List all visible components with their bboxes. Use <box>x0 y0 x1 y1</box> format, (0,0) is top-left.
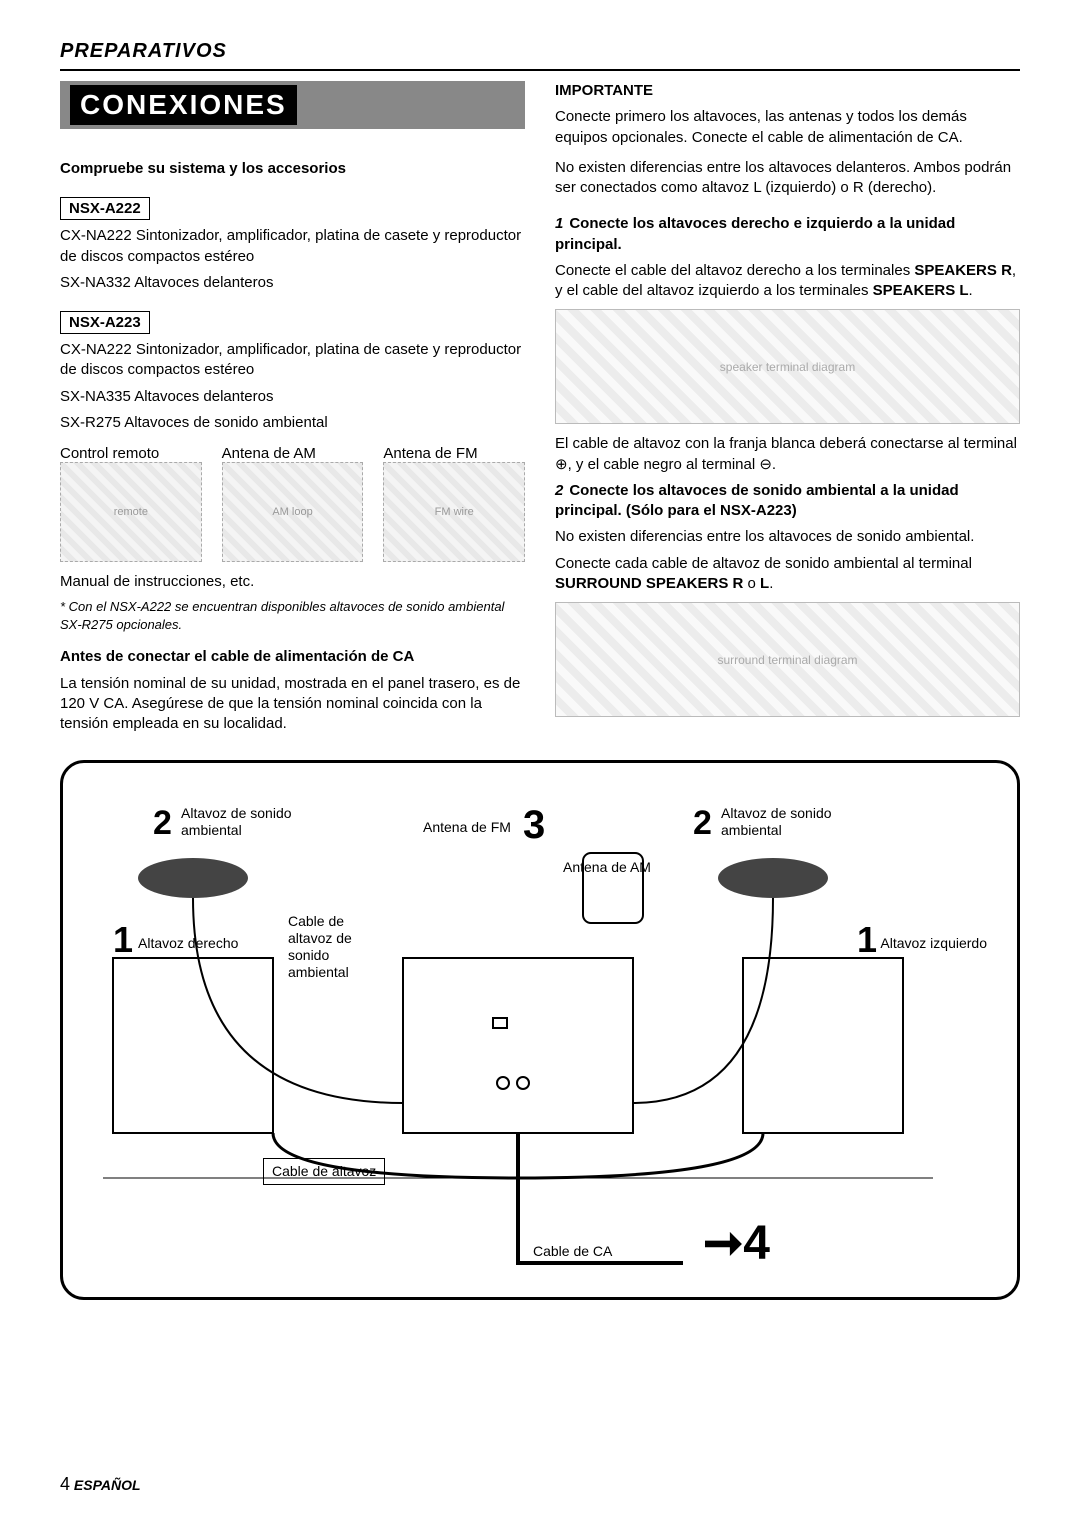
diag-surround-cable-label: Cable de altavoz de sonido ambiental <box>288 913 352 980</box>
s2t-b: SURROUND SPEAKERS R <box>555 575 743 592</box>
step2-heading: 2Conecte los altavoces de sonido ambient… <box>555 481 1020 522</box>
fm-antenna-icon: FM wire <box>383 462 525 562</box>
step2-title: Conecte los altavoces de sonido ambienta… <box>555 482 959 519</box>
s2t-d: L <box>760 575 769 592</box>
s1t-b: SPEAKERS R <box>914 262 1012 279</box>
diag-fm-label: Antena de FM <box>423 819 511 836</box>
language-label: ESPAÑOL <box>74 1477 141 1493</box>
page-footer: 4 ESPAÑOL <box>60 1474 141 1495</box>
step1-heading: 1Conecte los altavoces derecho e izquier… <box>555 214 1020 255</box>
important-p1: Conecte primero los altavoces, las anten… <box>555 107 1020 148</box>
two-column-layout: CONEXIONES Compruebe su sistema y los ac… <box>60 81 1020 740</box>
diag-speaker-right-label: Altavoz derecho <box>138 935 238 952</box>
diag-num-1l: 1 <box>113 918 133 961</box>
acc-fm-label: Antena de FM <box>383 445 525 462</box>
step1-number: 1 <box>555 215 563 232</box>
acc-fm: Antena de FM FM wire <box>383 445 525 562</box>
s1t-a: Conecte el cable del altavoz derecho a l… <box>555 262 914 279</box>
speaker-terminal-diagram: speaker terminal diagram <box>555 309 1020 424</box>
section-header: PREPARATIVOS <box>60 40 1020 63</box>
title-bar: CONEXIONES <box>60 81 525 129</box>
left-column: CONEXIONES Compruebe su sistema y los ac… <box>60 81 525 740</box>
s2t-e: . <box>769 575 773 592</box>
diag-surround-left-label: Altavoz de sonido ambiental <box>181 805 292 839</box>
diag-speaker-left-label: Altavoz izquierdo <box>880 935 987 952</box>
am-antenna-icon: AM loop <box>222 462 364 562</box>
step1-title: Conecte los altavoces derecho e izquierd… <box>555 215 955 252</box>
diag-ac-cable-label: Cable de CA <box>533 1243 612 1260</box>
s2t-c: o <box>743 575 760 592</box>
model2-desc1: CX-NA222 Sintonizador, amplificador, pla… <box>60 340 525 381</box>
diag-surround-right-label: Altavoz de sonido ambiental <box>721 805 832 839</box>
step2-p1: No existen diferencias entre los altavoc… <box>555 527 1020 547</box>
step1-note: El cable de altavoz con la franja blanca… <box>555 434 1020 475</box>
surround-terminal-diagram: surround terminal diagram <box>555 602 1020 717</box>
diag-speaker-cable-label: Cable de altavoz <box>263 1158 385 1185</box>
important-heading: IMPORTANTE <box>555 81 1020 101</box>
acc-remote-label: Control remoto <box>60 445 202 462</box>
important-p2: No existen diferencias entre los altavoc… <box>555 158 1020 199</box>
model1-desc1: CX-NA222 Sintonizador, amplificador, pla… <box>60 226 525 267</box>
model2-desc2: SX-NA335 Altavoces delanteros <box>60 387 525 407</box>
diag-am-label: Antena de AM <box>563 859 651 876</box>
model-box-a223: NSX-A223 <box>60 311 150 334</box>
footnote: * Con el NSX-A222 se encuentran disponib… <box>60 598 525 633</box>
s1t-e: . <box>969 282 973 299</box>
diag-num-2l: 2 <box>153 803 172 844</box>
diag-num-3: 3 <box>523 801 545 849</box>
s1t-d: SPEAKERS L <box>873 282 969 299</box>
s2t-a: Conecte cada cable de altavoz de sonido … <box>555 555 972 572</box>
connection-diagram: 2 Altavoz de sonido ambiental 3 Antena d… <box>60 760 1020 1300</box>
step1-text: Conecte el cable del altavoz derecho a l… <box>555 261 1020 302</box>
diag-num-2r: 2 <box>693 803 712 844</box>
divider <box>60 69 1020 71</box>
model2-desc3: SX-R275 Altavoces de sonido ambiental <box>60 413 525 433</box>
diag-num-1r: 1 <box>857 918 877 961</box>
step2-p2: Conecte cada cable de altavoz de sonido … <box>555 554 1020 595</box>
before-ac-text: La tensión nominal de su unidad, mostrad… <box>60 674 525 735</box>
step2-number: 2 <box>555 482 563 499</box>
right-column: IMPORTANTE Conecte primero los altavoces… <box>555 81 1020 740</box>
diag-num-4: ➞4 <box>703 1215 770 1273</box>
accessories-row: Control remoto remote Antena de AM AM lo… <box>60 445 525 562</box>
remote-icon: remote <box>60 462 202 562</box>
model-box-a222: NSX-A222 <box>60 197 150 220</box>
acc-am-label: Antena de AM <box>222 445 364 462</box>
acc-am: Antena de AM AM loop <box>222 445 364 562</box>
model1-desc2: SX-NA332 Altavoces delanteros <box>60 273 525 293</box>
before-ac-heading: Antes de conectar el cable de alimentaci… <box>60 647 525 667</box>
page-number: 4 <box>60 1474 70 1494</box>
check-system-heading: Compruebe su sistema y los accesorios <box>60 159 525 179</box>
acc-remote: Control remoto remote <box>60 445 202 562</box>
page-title: CONEXIONES <box>70 85 297 125</box>
manual-line: Manual de instrucciones, etc. <box>60 572 525 592</box>
